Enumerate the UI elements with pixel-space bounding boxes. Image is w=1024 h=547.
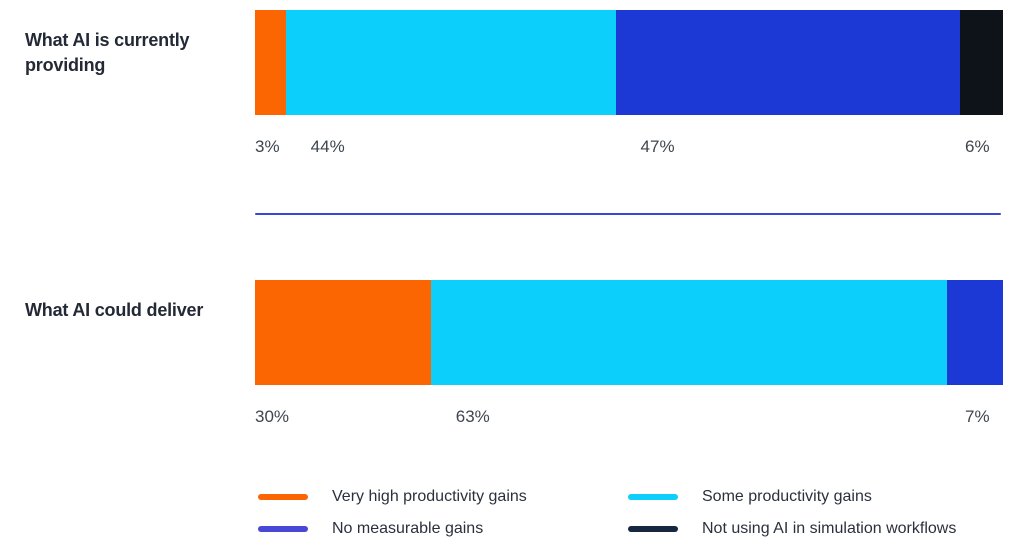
legend: Very high productivity gains Some product…: [258, 486, 1003, 539]
legend-label: Very high productivity gains: [332, 487, 527, 505]
divider-line: [255, 213, 1001, 215]
legend-label: Some productivity gains: [702, 487, 872, 505]
value-label-no-measurable-gains: 47%: [640, 137, 675, 156]
bar-segment-some-productivity-gains: [285, 10, 616, 115]
bar-row-could-deliver: 30% 63% 7%: [255, 280, 1003, 426]
legend-swatch-no-measurable-gains: [258, 525, 308, 532]
category-label-could-deliver: What AI could deliver: [25, 300, 204, 320]
value-label-very-high-productivity-gains: 3%: [255, 137, 280, 156]
value-label-some-productivity-gains: 63%: [455, 407, 490, 426]
bar-segment-no-measurable-gains: [946, 280, 1003, 385]
value-label-some-productivity-gains: 44%: [310, 137, 345, 156]
legend-swatch-some-productivity-gains: [628, 493, 678, 500]
value-labels-row: 30% 63% 7%: [255, 407, 1003, 427]
legend-item-some-productivity-gains: Some productivity gains: [628, 486, 1003, 507]
category-label-currently-providing: What AI is currently providing: [25, 30, 190, 75]
bar-segment-not-using-ai-in-simulation-workflows: [959, 10, 1004, 115]
bar-segment-very-high-productivity-gains: [255, 280, 431, 385]
bar-segment-very-high-productivity-gains: [255, 10, 286, 115]
value-label-no-measurable-gains: 7%: [965, 407, 990, 426]
legend-item-no-measurable-gains: No measurable gains: [258, 518, 628, 539]
legend-swatch-not-using-ai-in-simulation-workflows: [628, 525, 678, 532]
bar-segment-no-measurable-gains: [615, 10, 960, 115]
value-labels-row: 3% 44% 47% 6%: [255, 137, 1003, 157]
legend-item-very-high-productivity-gains: Very high productivity gains: [258, 486, 628, 507]
stacked-bar-currently-providing: [255, 10, 1004, 115]
value-label-very-high-productivity-gains: 30%: [255, 407, 290, 426]
value-label-not-using-ai-in-simulation-workflows: 6%: [965, 137, 990, 156]
legend-label: No measurable gains: [332, 519, 484, 537]
bar-segment-some-productivity-gains: [430, 280, 947, 385]
bar-row-currently-providing: 3% 44% 47% 6%: [255, 10, 1004, 156]
legend-swatch-very-high-productivity-gains: [258, 493, 308, 500]
legend-label: Not using AI in simulation workflows: [702, 519, 957, 537]
stacked-bar-could-deliver: [255, 280, 1003, 385]
legend-item-not-using-ai-in-simulation-workflows: Not using AI in simulation workflows: [628, 518, 1003, 539]
